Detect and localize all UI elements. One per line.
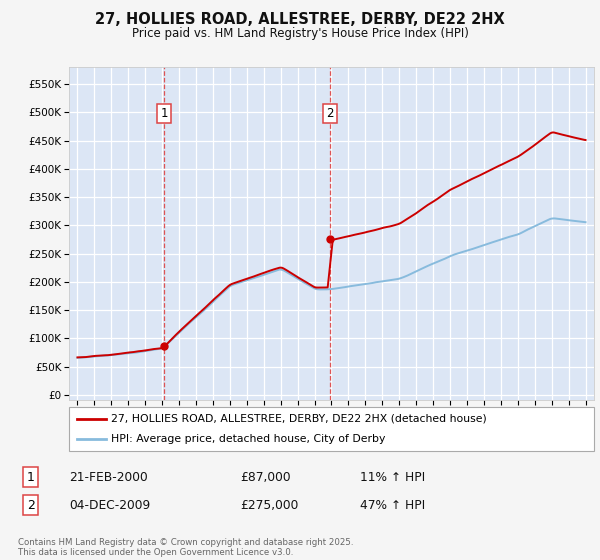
- Text: £87,000: £87,000: [240, 470, 290, 484]
- Text: 27, HOLLIES ROAD, ALLESTREE, DERBY, DE22 2HX: 27, HOLLIES ROAD, ALLESTREE, DERBY, DE22…: [95, 12, 505, 27]
- Text: HPI: Average price, detached house, City of Derby: HPI: Average price, detached house, City…: [111, 434, 385, 444]
- Text: 27, HOLLIES ROAD, ALLESTREE, DERBY, DE22 2HX (detached house): 27, HOLLIES ROAD, ALLESTREE, DERBY, DE22…: [111, 414, 487, 424]
- Text: 04-DEC-2009: 04-DEC-2009: [69, 498, 150, 512]
- Text: 11% ↑ HPI: 11% ↑ HPI: [360, 470, 425, 484]
- Text: Price paid vs. HM Land Registry's House Price Index (HPI): Price paid vs. HM Land Registry's House …: [131, 27, 469, 40]
- Text: 1: 1: [26, 470, 35, 484]
- Text: 1: 1: [161, 107, 168, 120]
- Text: 2: 2: [326, 107, 334, 120]
- Text: 47% ↑ HPI: 47% ↑ HPI: [360, 498, 425, 512]
- Text: 21-FEB-2000: 21-FEB-2000: [69, 470, 148, 484]
- FancyBboxPatch shape: [69, 407, 594, 451]
- Text: £275,000: £275,000: [240, 498, 298, 512]
- Text: 2: 2: [26, 498, 35, 512]
- Text: Contains HM Land Registry data © Crown copyright and database right 2025.
This d: Contains HM Land Registry data © Crown c…: [18, 538, 353, 557]
